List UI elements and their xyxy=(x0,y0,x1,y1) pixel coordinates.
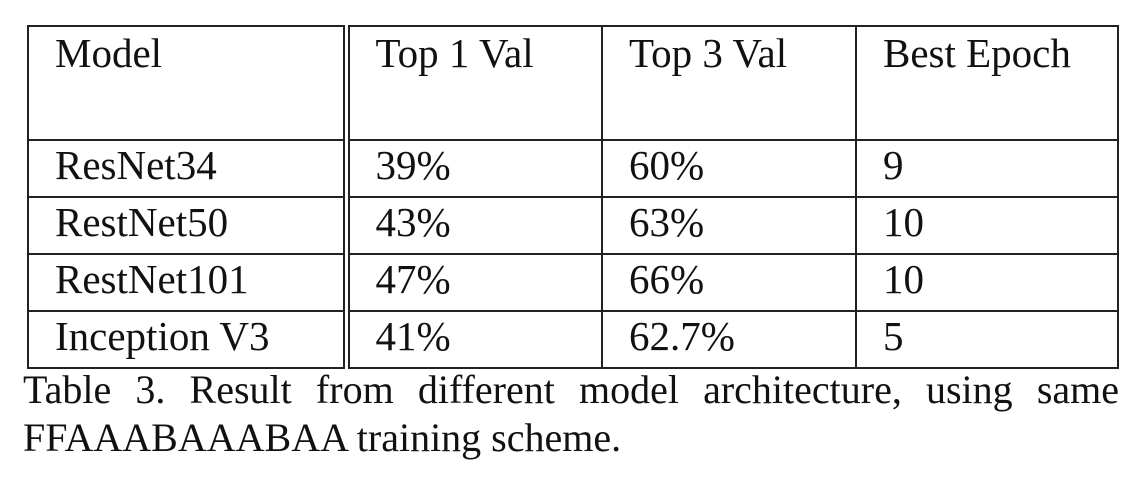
cell-model: RestNet50 xyxy=(27,196,350,255)
table-row: Inception V3 41% 62.7% 5 xyxy=(27,310,1119,369)
cell-epoch: 9 xyxy=(855,139,1119,198)
table-row: ResNet34 39% 60% 9 xyxy=(27,139,1119,198)
cell-top3: 63% xyxy=(601,196,857,255)
cell-top1: 39% xyxy=(345,139,603,198)
cell-top1: 47% xyxy=(345,253,603,312)
cell-epoch: 10 xyxy=(855,253,1119,312)
header-model: Model xyxy=(27,25,350,141)
header-best-epoch: Best Epoch xyxy=(855,25,1119,141)
table-row: RestNet101 47% 66% 10 xyxy=(27,253,1119,312)
cell-epoch: 10 xyxy=(855,196,1119,255)
table-caption: Table 3. Result from different model arc… xyxy=(23,367,1119,460)
cell-top1: 43% xyxy=(345,196,603,255)
table-header-row: Model Top 1 Val Top 3 Val Best Epoch xyxy=(27,25,1119,141)
cell-model: Inception V3 xyxy=(27,310,350,369)
cell-top3: 66% xyxy=(601,253,857,312)
header-top1-val: Top 1 Val xyxy=(345,25,603,141)
table-row: RestNet50 43% 63% 10 xyxy=(27,196,1119,255)
cell-model: RestNet101 xyxy=(27,253,350,312)
results-table-container: Model Top 1 Val Top 3 Val Best Epoch Res… xyxy=(27,25,1119,369)
cell-top3: 62.7% xyxy=(601,310,857,369)
cell-top1: 41% xyxy=(345,310,603,369)
cell-model: ResNet34 xyxy=(27,139,350,198)
cell-top3: 60% xyxy=(601,139,857,198)
results-table: Model Top 1 Val Top 3 Val Best Epoch Res… xyxy=(27,25,1119,369)
cell-epoch: 5 xyxy=(855,310,1119,369)
header-top3-val: Top 3 Val xyxy=(601,25,857,141)
